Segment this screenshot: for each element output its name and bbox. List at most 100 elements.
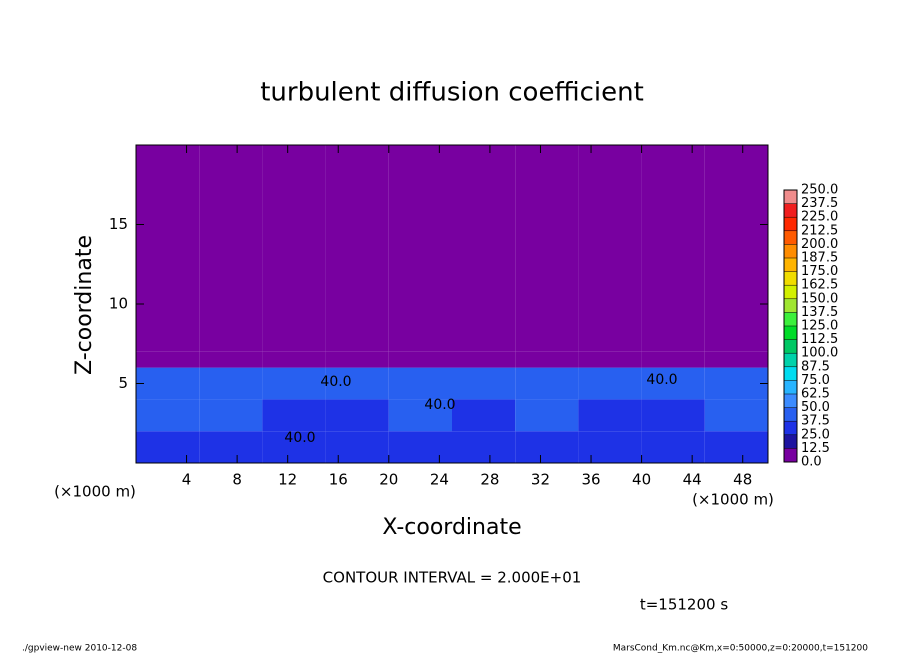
colorbar-label: 100.0 — [801, 346, 838, 361]
colorbar-swatch — [784, 312, 797, 326]
colorbar-swatch — [784, 244, 797, 258]
heat-cell — [452, 399, 516, 432]
heat-cell — [578, 399, 642, 432]
colorbar-label: 62.5 — [801, 387, 830, 402]
heat-cell — [704, 367, 768, 400]
heat-cell — [136, 145, 200, 352]
heat-cell — [262, 399, 326, 432]
heat-cell — [515, 351, 579, 368]
heat-cell — [641, 145, 705, 352]
heat-cell — [325, 351, 389, 368]
colorbar-label: 212.5 — [801, 223, 838, 238]
heat-cell — [199, 145, 263, 352]
heat-cell — [578, 431, 642, 463]
heat-cell — [199, 367, 263, 400]
colorbar-swatch — [784, 394, 797, 408]
heat-cell — [452, 145, 516, 352]
colorbar-swatch — [784, 230, 797, 245]
x-tick-label: 40 — [632, 471, 651, 489]
colorbar-label: 37.5 — [801, 414, 830, 429]
colorbar-swatch — [784, 285, 797, 299]
heat-cell — [388, 431, 452, 463]
y-axis-title: Z-coordinate — [72, 235, 97, 375]
colorbar-swatch — [784, 353, 797, 367]
contour-interval: CONTOUR INTERVAL = 2.000E+01 — [323, 569, 582, 587]
colorbar-label: 187.5 — [801, 251, 838, 266]
x-unit: (×1000 m) — [692, 491, 774, 509]
heat-cell — [199, 431, 263, 463]
x-tick-label: 44 — [683, 471, 702, 489]
contour-label: 40.0 — [424, 397, 455, 413]
colorbar-swatch — [784, 271, 797, 286]
heat-cell — [578, 367, 642, 400]
x-tick-label: 20 — [379, 471, 398, 489]
heat-cell — [325, 431, 389, 463]
heat-cell — [262, 431, 326, 463]
y-unit: (×1000 m) — [54, 483, 136, 501]
heat-cell — [136, 351, 200, 368]
colorbar-swatch — [784, 190, 797, 204]
colorbar-label: 12.5 — [801, 441, 830, 456]
chart-title: turbulent diffusion coefficient — [260, 78, 644, 108]
heat-cell — [452, 431, 516, 463]
heat-cell — [199, 399, 263, 432]
colorbar-swatch — [784, 258, 797, 272]
heat-cell — [199, 351, 263, 368]
footer-right: MarsCond_Km.nc@Km,x=0:50000,z=0:20000,t=… — [613, 644, 868, 654]
colorbar-swatch — [784, 434, 797, 449]
heat-cell — [704, 351, 768, 368]
contour-label: 40.0 — [320, 374, 351, 390]
colorbar-swatch — [784, 448, 797, 462]
y-tick-label: 15 — [109, 215, 128, 233]
x-tick-label: 24 — [430, 471, 449, 489]
colorbar-label: 87.5 — [801, 359, 830, 374]
heat-cell — [641, 351, 705, 368]
contour-label: 40.0 — [284, 430, 315, 446]
colorbar-swatch — [784, 421, 797, 435]
x-tick-label: 48 — [733, 471, 752, 489]
heat-cell — [704, 145, 768, 352]
colorbar-label: 175.0 — [801, 264, 838, 279]
colorbar-swatch — [784, 339, 797, 354]
heat-cell — [515, 367, 579, 400]
heat-cell — [388, 351, 452, 368]
x-tick-label: 32 — [531, 471, 550, 489]
heat-cell — [641, 431, 705, 463]
x-tick-label: 4 — [182, 471, 192, 489]
colorbar-label: 237.5 — [801, 196, 838, 211]
colorbar-label: 200.0 — [801, 237, 838, 252]
y-tick-label: 10 — [109, 295, 128, 313]
heat-cell — [578, 145, 642, 352]
x-axis-title: X-coordinate — [382, 515, 521, 540]
heat-cell — [704, 399, 768, 432]
heat-cell — [388, 399, 452, 432]
heat-cell — [325, 367, 389, 400]
heat-cell — [262, 145, 326, 352]
heat-cell — [325, 145, 389, 352]
colorbar-swatch — [784, 298, 797, 313]
colorbar-swatch — [784, 407, 797, 422]
x-tick-label: 8 — [232, 471, 242, 489]
heat-cell — [641, 399, 705, 432]
heat-cell — [452, 351, 516, 368]
colorbar-label: 25.0 — [801, 427, 830, 442]
heat-cell — [641, 367, 705, 400]
colorbar-label: 50.0 — [801, 400, 830, 415]
y-tick-label: 5 — [118, 374, 128, 392]
colorbar-swatch — [784, 380, 797, 394]
colorbar-label: 150.0 — [801, 291, 838, 306]
x-tick-label: 36 — [581, 471, 600, 489]
heat-cell — [515, 399, 579, 432]
heat-cell — [136, 399, 200, 432]
heat-cell — [136, 431, 200, 463]
heat-cell — [515, 145, 579, 352]
heat-cell — [388, 145, 452, 352]
colorbar-label: 137.5 — [801, 305, 838, 320]
colorbar-label: 125.0 — [801, 319, 838, 334]
x-tick-label: 12 — [278, 471, 297, 489]
colorbar-label: 0.0 — [801, 455, 822, 470]
colorbar-swatch — [784, 203, 797, 218]
heat-cell — [704, 431, 768, 463]
time-label: t=151200 s — [640, 596, 728, 614]
